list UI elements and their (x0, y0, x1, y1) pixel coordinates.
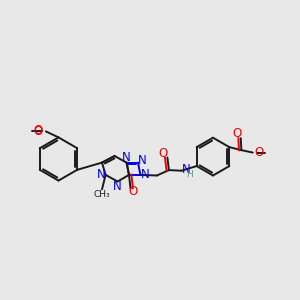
Text: O: O (34, 124, 43, 137)
Text: N: N (122, 151, 131, 164)
Text: N: N (113, 180, 122, 193)
Text: O: O (33, 124, 42, 138)
Text: N: N (138, 154, 147, 167)
Text: O: O (128, 185, 137, 198)
Text: H: H (186, 170, 193, 179)
Text: O: O (232, 128, 242, 140)
Text: N: N (96, 168, 105, 182)
Text: N: N (182, 163, 191, 176)
Text: N: N (141, 168, 150, 182)
Text: O: O (159, 147, 168, 160)
Text: O: O (255, 146, 264, 159)
Text: CH₃: CH₃ (94, 190, 110, 199)
